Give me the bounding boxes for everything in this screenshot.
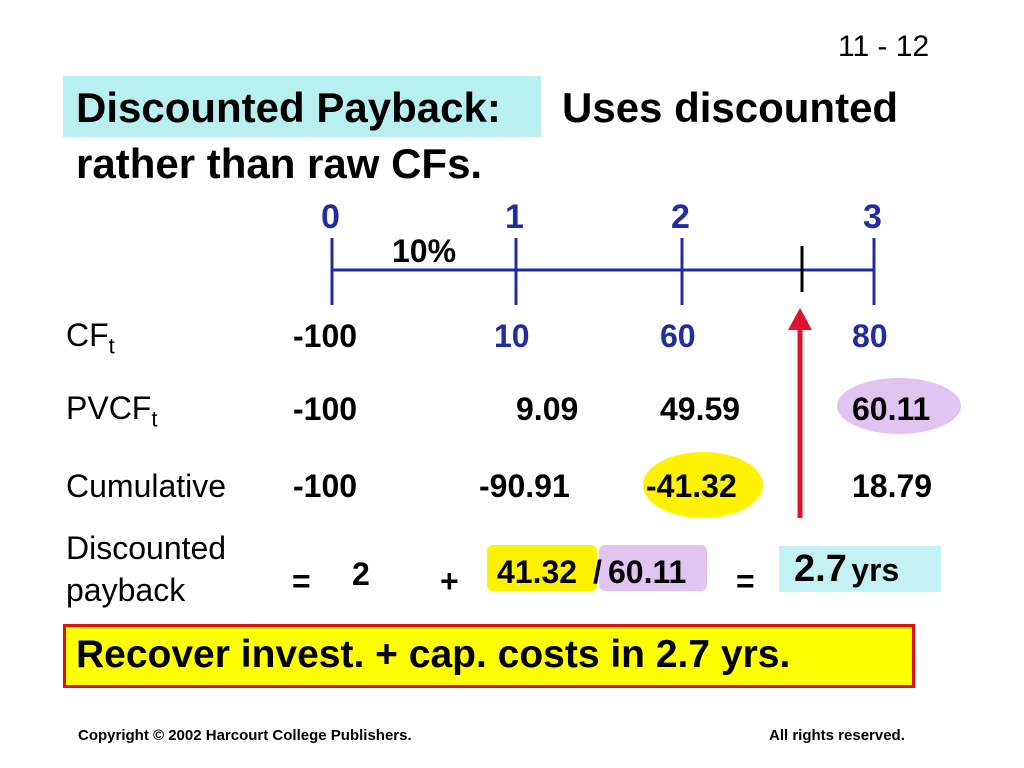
payback-slash: / [593,554,602,590]
payback-result: 2.7 yrs [794,548,900,590]
slide-number: 11 - 12 [838,30,930,63]
payback-label-line2: payback [66,572,186,608]
cum-2: -41.32 [646,468,737,504]
pvcf-2: 49.59 [660,391,741,427]
conclusion-box [63,624,915,688]
footer-copyright: Copyright © 2002 Harcourt College Publis… [78,727,412,744]
period-0: 0 [321,198,340,236]
result-highlight [779,546,941,592]
title-highlight [63,76,541,137]
cf-2: 60 [660,318,696,354]
cf-0: -100 [293,318,358,354]
payback-label-line1: Discounted [66,530,227,566]
payback-equals-1: = [292,563,311,599]
cum-1: -90.91 [479,468,570,504]
pvcf-0: -100 [293,391,358,427]
payback-years: 2 [352,556,370,592]
row-label-pvcf: PVCFt [66,390,158,432]
footer-rights: All rights reserved. [769,727,905,744]
payback-arrow-head [788,308,812,330]
highlight-cum-2 [643,452,763,518]
rate-label: 10% [392,233,457,269]
pvcf-1: 9.09 [516,391,579,427]
period-2: 2 [671,198,690,236]
cum-0: -100 [293,468,358,504]
row-label-cumulative: Cumulative [66,468,227,504]
highlight-pvcf-3 [837,378,961,434]
period-3: 3 [863,198,882,236]
pvcf-3: 60.11 [852,391,931,427]
period-1: 1 [505,198,524,236]
cf-3: 80 [852,318,888,354]
title-rest: Uses discounted [562,84,899,131]
title-highlighted: Discounted Payback: [76,84,501,131]
title-line2: rather than raw CFs. [76,140,483,187]
conclusion-text: Recover invest. + cap. costs in 2.7 yrs. [76,633,791,676]
denominator-highlight [599,545,707,591]
numerator-highlight [487,545,597,591]
payback-denominator: 60.11 [608,554,687,590]
payback-plus: + [440,563,459,599]
cf-1: 10 [494,318,530,354]
payback-numerator: 41.32 [497,554,578,590]
row-label-cf: CFt [66,317,115,359]
payback-equals-2: = [736,563,755,599]
cum-3: 18.79 [852,468,933,504]
